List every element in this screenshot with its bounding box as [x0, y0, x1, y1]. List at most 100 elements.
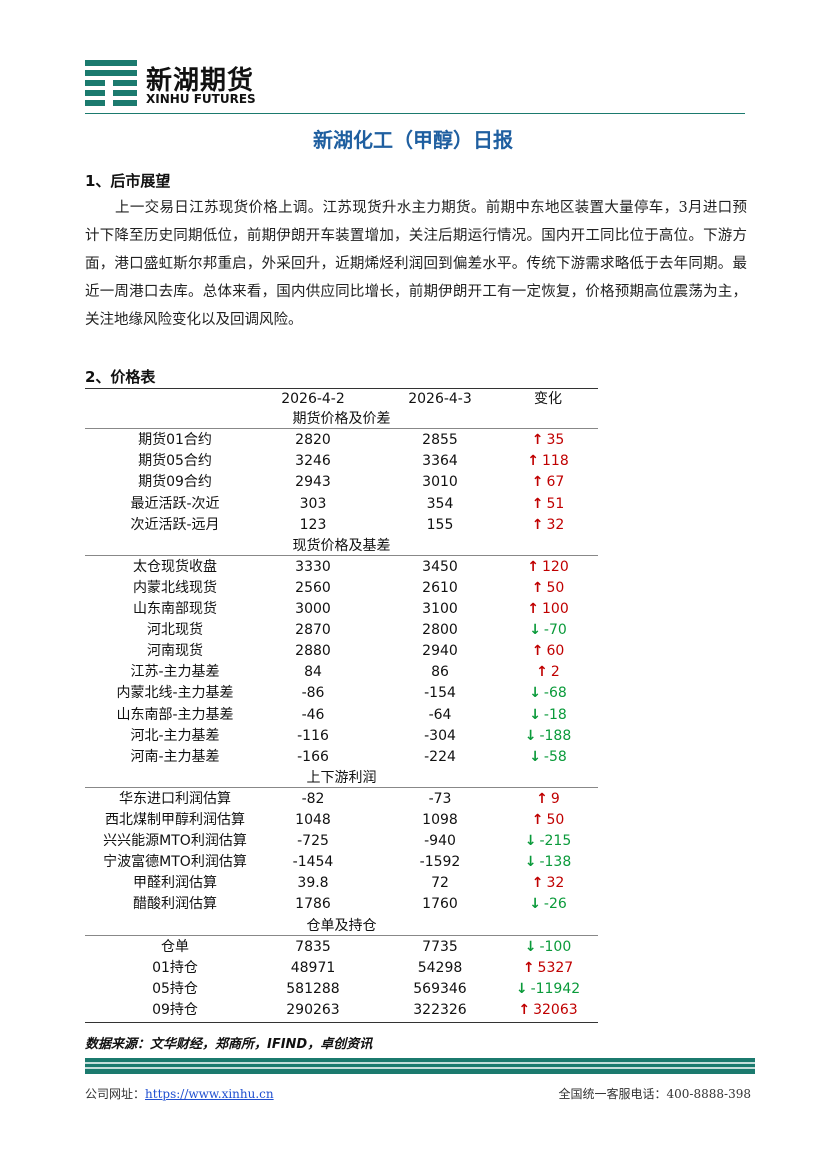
cell: ↓ -26: [458, 894, 638, 915]
data-row: 05持仓 581288 569346 ↓ -11942: [85, 979, 598, 1000]
cell: 3246: [295, 453, 331, 470]
cell: 3100: [422, 601, 458, 617]
change-value: 5327: [537, 959, 574, 976]
cell: 2026-4-2: [281, 391, 345, 407]
cell: 最近活跃-次近: [130, 495, 220, 512]
cell: 2870: [295, 622, 331, 639]
cell: -1454: [292, 854, 334, 871]
cell: 2026-4-3: [408, 391, 472, 407]
arrow-down: ↓: [529, 685, 541, 702]
cell: 河北-主力基差: [130, 727, 220, 744]
cell: 2943: [295, 474, 331, 491]
data-row: 01持仓 48971 54298 ↑ 5327: [85, 958, 598, 979]
cell: -73: [428, 790, 452, 807]
arrow-up: ↑: [527, 558, 539, 575]
cell: 3330: [295, 558, 331, 575]
cell: 2880: [295, 643, 331, 660]
cell: 河北现货: [147, 622, 203, 639]
data-row: 山东南部-主力基差 -46 -64 ↓ -18: [85, 705, 598, 726]
data-row: 次近活跃-远月 123 155 ↑ 32: [85, 515, 598, 536]
group-row: 期货价格及价差: [85, 409, 598, 430]
change-value: 35: [546, 432, 565, 449]
cell: -86: [301, 685, 325, 702]
cell: 05持仓: [152, 980, 198, 997]
data-row: 期货05合约 3246 3364 ↑ 118: [85, 451, 598, 472]
change-value: -70: [543, 622, 567, 639]
cell: 354: [426, 495, 454, 512]
logo-icon: [85, 60, 137, 106]
arrow-up: ↑: [531, 812, 544, 828]
cell: 303: [299, 495, 327, 512]
cell: -116: [297, 727, 329, 744]
cell: -82: [301, 790, 325, 807]
brand-cn: 新湖期货: [146, 66, 255, 96]
arrow-up: ↑: [522, 959, 535, 976]
cell: 江苏-主力基差: [130, 664, 220, 681]
cell: 290263: [286, 1001, 340, 1018]
cell: 山东南部-主力基差: [116, 706, 234, 723]
footer-band: [85, 1058, 755, 1074]
cell: ↑ 5327: [458, 958, 638, 979]
arrow-down: ↓: [529, 896, 541, 913]
cell: 甲醛利润估算: [133, 875, 217, 892]
cell: -224: [424, 748, 456, 765]
change-value: 50: [546, 579, 565, 596]
data-row: 河南现货 2880 2940 ↑ 60: [85, 641, 598, 662]
cell: 宁波富德MTO利润估算: [103, 854, 247, 871]
cell: 581288: [286, 980, 340, 997]
cell: -940: [424, 833, 456, 850]
change-value: -11942: [530, 980, 581, 997]
data-row: 最近活跃-次近 303 354 ↑ 51: [85, 494, 598, 515]
arrow-up: ↑: [531, 643, 544, 660]
cell: 2855: [422, 432, 458, 449]
change-value: -68: [543, 685, 567, 702]
website-link[interactable]: https://www.xinhu.cn: [145, 1087, 274, 1101]
cell: 2560: [295, 579, 331, 596]
arrow-up: ↑: [527, 601, 539, 617]
arrow-up: ↑: [531, 875, 544, 892]
cell: 48971: [290, 959, 336, 976]
cell: 次近活跃-远月: [130, 516, 220, 533]
change-value: -100: [539, 938, 572, 955]
cell: -1592: [419, 854, 461, 871]
arrow-down: ↓: [529, 706, 541, 723]
section-heading: 1、后市展望: [85, 172, 171, 190]
arrow-down: ↓: [524, 727, 537, 744]
data-row: 内蒙北线-主力基差 -86 -154 ↓ -68: [85, 683, 598, 704]
group-rule: [85, 786, 598, 788]
source: 数据来源：文华财经，郑商所，IFIND，卓创资讯: [85, 1037, 373, 1052]
arrow-up: ↑: [527, 453, 539, 470]
cell: 155: [426, 516, 454, 533]
cell: 内蒙北线-主力基差: [116, 685, 234, 702]
cell: 期货价格及价差: [292, 411, 391, 428]
cell: 现货价格及基差: [292, 537, 391, 554]
cell: 山东南部现货: [133, 601, 217, 617]
cell: -46: [301, 706, 325, 723]
arrow-up: ↑: [536, 664, 548, 681]
table-top-rule: [85, 388, 598, 389]
data-row: 太仓现货收盘 3330 3450 ↑ 120: [85, 557, 598, 578]
data-row: 醋酸利润估算 1786 1760 ↓ -26: [85, 894, 598, 915]
arrow-down: ↓: [529, 622, 541, 639]
cell: ↑ 32: [458, 873, 638, 894]
cell: ↓ -58: [458, 747, 638, 768]
arrow-up: ↑: [536, 790, 548, 807]
cell: 84: [304, 664, 322, 681]
arrow-up: ↑: [518, 1001, 531, 1018]
cell: ↑ 35: [458, 430, 638, 451]
table-bottom-rule: [85, 1022, 598, 1023]
website-label: 公司网址：: [85, 1087, 146, 1101]
cell: ↑ 2: [458, 662, 638, 683]
cell: 1786: [295, 896, 331, 913]
arrow-up: ↑: [531, 432, 544, 449]
cell: 2820: [295, 432, 331, 449]
data-row: 河南-主力基差 -166 -224 ↓ -58: [85, 747, 598, 768]
cell: 2800: [422, 622, 458, 639]
change-value: -26: [543, 896, 567, 913]
cell: ↑ 51: [458, 494, 638, 515]
cell: ↓ -100: [458, 937, 638, 958]
section-heading: 2、价格表: [85, 368, 156, 386]
change-value: 67: [546, 474, 565, 491]
arrow-up: ↑: [531, 579, 544, 596]
